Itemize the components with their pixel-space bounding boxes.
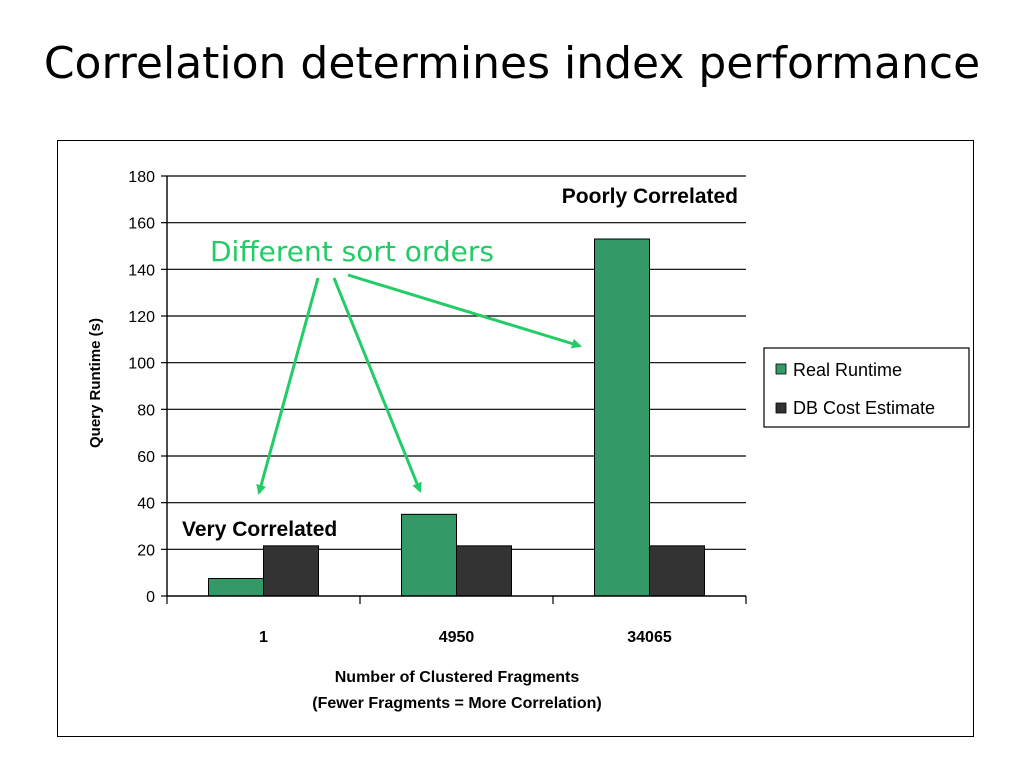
- annotation-arrows: [256, 273, 582, 495]
- y-tick-label: 160: [128, 216, 155, 233]
- y-tick-label: 60: [137, 449, 155, 466]
- y-tick-label: 80: [137, 402, 155, 419]
- y-tick-label: 140: [128, 262, 155, 279]
- y-axis-label: Query Runtime (s): [87, 318, 104, 448]
- legend: Real Runtime DB Cost Estimate: [763, 347, 970, 428]
- slide-title: Correlation determines index performance: [43, 38, 981, 89]
- x-axis-label-line2: (Fewer Fragments = More Correlation): [312, 695, 601, 712]
- y-tick-label: 0: [146, 589, 155, 606]
- legend-box: [763, 347, 970, 428]
- y-tick-label: 180: [128, 169, 155, 186]
- bar-db-cost-estimate-34065: [649, 545, 705, 597]
- legend-swatch-real-runtime: [775, 363, 787, 375]
- annotation-different-sort-orders: Different sort orders: [210, 235, 494, 268]
- y-tick-label: 120: [128, 309, 155, 326]
- chart-frame: [57, 140, 974, 737]
- x-tick-label: 4950: [439, 629, 475, 646]
- y-tick-label: 100: [128, 356, 155, 373]
- x-axis-label: Number of Clustered Fragments: [335, 669, 580, 686]
- arrow-to-bar-1: [256, 277, 320, 495]
- y-tick-label: 40: [137, 496, 155, 513]
- x-tick-label: 34065: [627, 629, 672, 646]
- bar-db-cost-estimate-1: [263, 545, 319, 597]
- legend-swatch-db-cost-estimate: [775, 402, 787, 414]
- legend-label-real-runtime: Real Runtime: [793, 360, 902, 380]
- arrow-to-bar-34065: [347, 273, 582, 349]
- x-tick-label: 1: [259, 629, 268, 646]
- bar-real-runtime-34065: [594, 238, 650, 597]
- bar-real-runtime-4950: [401, 513, 457, 597]
- bar-db-cost-estimate-4950: [456, 545, 512, 597]
- annotation-poorly-correlated: Poorly Correlated: [562, 185, 738, 208]
- bar-real-runtime-1: [208, 578, 264, 597]
- annotation-very-correlated: Very Correlated: [182, 518, 337, 541]
- legend-label-db-cost-estimate: DB Cost Estimate: [793, 398, 935, 418]
- y-tick-label: 20: [137, 542, 155, 559]
- arrow-to-bar-4950: [332, 277, 422, 493]
